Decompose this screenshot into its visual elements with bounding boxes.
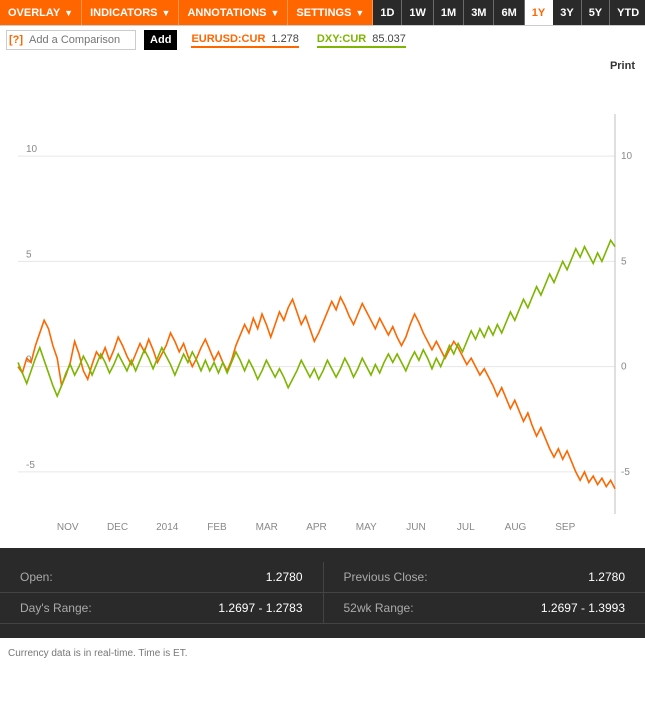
toolbar-annotations[interactable]: ANNOTATIONS▼ xyxy=(179,0,288,25)
legend-row: [?] Add EURUSD:CUR1.278 DXY:CUR85.037 xyxy=(0,26,645,54)
toolbar: OVERLAY▼INDICATORS▼ANNOTATIONS▼SETTINGS▼… xyxy=(0,0,645,26)
stat-cell: 52wk Range:1.2697 - 1.3993 xyxy=(323,593,645,624)
svg-text:-5: -5 xyxy=(26,460,35,471)
compare-input[interactable] xyxy=(25,34,135,46)
range-3M[interactable]: 3M xyxy=(464,0,494,25)
help-icon[interactable]: [?] xyxy=(7,34,25,46)
chart-area: Print -5-500551010NOVDEC2014FEBMARAPRMAY… xyxy=(0,54,645,538)
range-1W[interactable]: 1W xyxy=(402,0,434,25)
chevron-down-icon: ▼ xyxy=(355,8,364,18)
print-link[interactable]: Print xyxy=(610,60,635,72)
svg-text:AUG: AUG xyxy=(505,522,527,533)
range-6M[interactable]: 6M xyxy=(494,0,524,25)
svg-text:10: 10 xyxy=(621,151,633,162)
stat-cell: Previous Close:1.2780 xyxy=(323,562,645,593)
range-YTD[interactable]: YTD xyxy=(610,0,645,25)
svg-text:MAY: MAY xyxy=(356,522,377,533)
line-chart: -5-500551010NOVDEC2014FEBMARAPRMAYJUNJUL… xyxy=(0,54,645,538)
svg-text:MAR: MAR xyxy=(256,522,278,533)
svg-text:APR: APR xyxy=(306,522,327,533)
range-1M[interactable]: 1M xyxy=(434,0,464,25)
svg-text:DEC: DEC xyxy=(107,522,128,533)
svg-text:5: 5 xyxy=(621,256,627,267)
svg-text:2014: 2014 xyxy=(156,522,179,533)
stats-panel: Open:1.2780Previous Close:1.2780Day's Ra… xyxy=(0,548,645,638)
range-1Y[interactable]: 1Y xyxy=(525,0,553,25)
toolbar-settings[interactable]: SETTINGS▼ xyxy=(288,0,373,25)
svg-text:5: 5 xyxy=(26,249,32,260)
add-button[interactable]: Add xyxy=(144,30,177,50)
svg-text:NOV: NOV xyxy=(57,522,79,533)
legend-EURUSD:CUR: EURUSD:CUR1.278 xyxy=(191,33,298,48)
compare-box: [?] xyxy=(6,30,136,50)
svg-text:JUN: JUN xyxy=(406,522,425,533)
svg-text:JUL: JUL xyxy=(457,522,475,533)
svg-text:10: 10 xyxy=(26,144,38,155)
chevron-down-icon: ▼ xyxy=(162,8,171,18)
footer-note: Currency data is in real-time. Time is E… xyxy=(0,638,645,659)
range-1D[interactable]: 1D xyxy=(373,0,402,25)
svg-text:-5: -5 xyxy=(621,467,630,478)
range-3Y[interactable]: 3Y xyxy=(553,0,581,25)
chevron-down-icon: ▼ xyxy=(64,8,73,18)
toolbar-overlay[interactable]: OVERLAY▼ xyxy=(0,0,82,25)
toolbar-indicators[interactable]: INDICATORS▼ xyxy=(82,0,179,25)
range-5Y[interactable]: 5Y xyxy=(582,0,610,25)
stat-cell: Day's Range:1.2697 - 1.2783 xyxy=(0,593,323,624)
chevron-down-icon: ▼ xyxy=(270,8,279,18)
svg-text:FEB: FEB xyxy=(207,522,227,533)
svg-text:0: 0 xyxy=(621,362,627,373)
svg-text:SEP: SEP xyxy=(555,522,575,533)
legend-DXY:CUR: DXY:CUR85.037 xyxy=(317,33,406,48)
stat-cell: Open:1.2780 xyxy=(0,562,323,593)
